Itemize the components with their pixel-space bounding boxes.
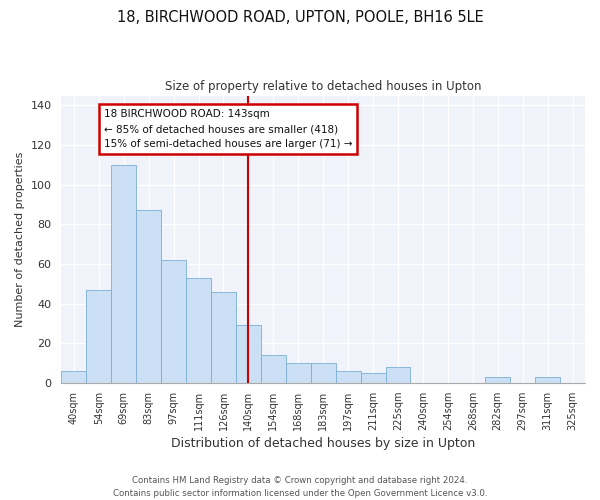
- Bar: [261, 355, 286, 383]
- Bar: [186, 278, 211, 383]
- Bar: [61, 371, 86, 383]
- X-axis label: Distribution of detached houses by size in Upton: Distribution of detached houses by size …: [171, 437, 475, 450]
- Bar: [311, 363, 335, 383]
- Bar: [211, 292, 236, 383]
- Title: Size of property relative to detached houses in Upton: Size of property relative to detached ho…: [165, 80, 481, 93]
- Text: Contains HM Land Registry data © Crown copyright and database right 2024.
Contai: Contains HM Land Registry data © Crown c…: [113, 476, 487, 498]
- Bar: [386, 367, 410, 383]
- Bar: [136, 210, 161, 383]
- Bar: [485, 377, 510, 383]
- Bar: [535, 377, 560, 383]
- Bar: [335, 371, 361, 383]
- Bar: [86, 290, 111, 383]
- Y-axis label: Number of detached properties: Number of detached properties: [15, 152, 25, 327]
- Bar: [161, 260, 186, 383]
- Bar: [286, 363, 311, 383]
- Text: 18 BIRCHWOOD ROAD: 143sqm
← 85% of detached houses are smaller (418)
15% of semi: 18 BIRCHWOOD ROAD: 143sqm ← 85% of detac…: [104, 110, 352, 149]
- Bar: [236, 326, 261, 383]
- Text: 18, BIRCHWOOD ROAD, UPTON, POOLE, BH16 5LE: 18, BIRCHWOOD ROAD, UPTON, POOLE, BH16 5…: [116, 10, 484, 25]
- Bar: [111, 165, 136, 383]
- Bar: [361, 373, 386, 383]
